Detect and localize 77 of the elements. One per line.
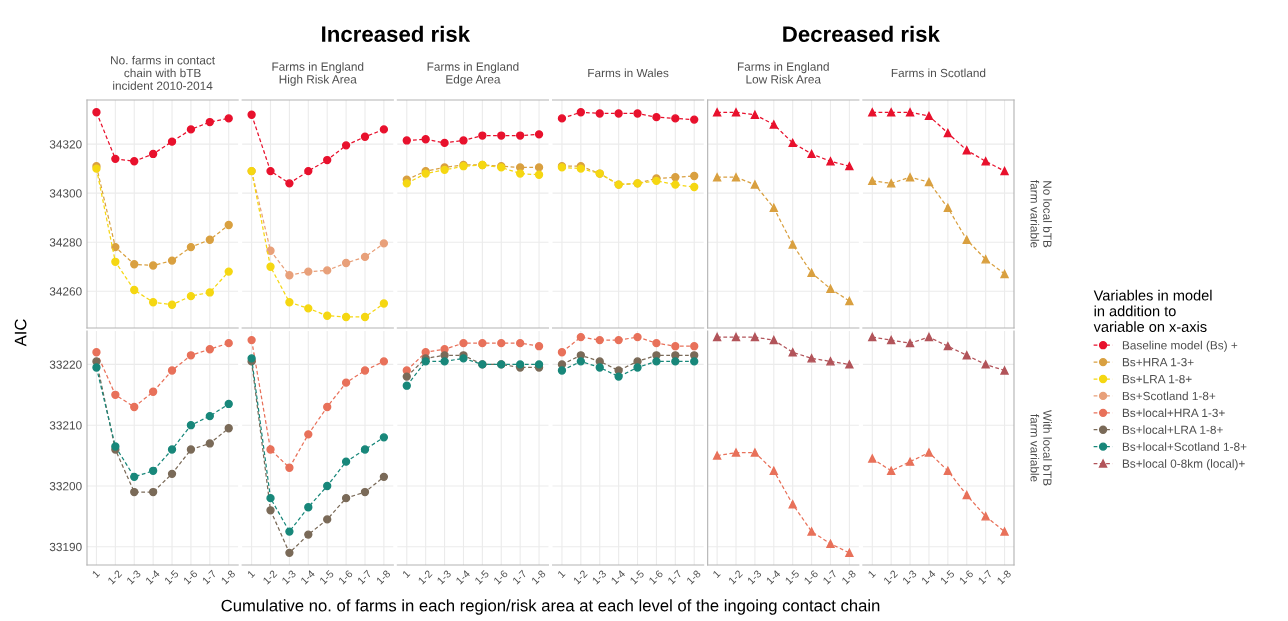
chart-title: Farms in Scotland: [891, 68, 986, 78]
legend-label: Bs+local+HRA 1-3+: [1122, 408, 1225, 418]
x-tick-label: 1-3: [902, 569, 918, 585]
x-tick-label: 1-5: [164, 569, 180, 585]
x-tick-label: 1-3: [436, 569, 452, 585]
x-tick-label: 1-4: [455, 569, 471, 585]
x-tick-label: 1-6: [493, 569, 509, 585]
x-tick-label: 1-6: [958, 569, 974, 585]
chart-title: Farms in Wales: [588, 68, 669, 78]
y2-axis-title: With local bTB farm variable: [1030, 410, 1052, 486]
x-tick-label: 1-8: [531, 569, 547, 585]
x-tick-label: 1-7: [357, 569, 372, 585]
x-tick-label: 1-7: [667, 569, 683, 585]
x-tick-label: 1-3: [591, 569, 607, 585]
x-tick-label: 1-6: [338, 569, 354, 585]
x-tick-label: 1-5: [629, 569, 645, 585]
x-tick-label: 1-2: [417, 569, 433, 585]
x-tick-label: 1-7: [822, 569, 838, 585]
chart-title: Farms in England High Risk Area: [272, 62, 364, 86]
x-tick-label: 1-2: [728, 569, 743, 585]
y-tick-label: 34260: [49, 287, 82, 296]
x-tick-label: 1-3: [281, 569, 297, 585]
text: Increased risk: [322, 25, 471, 42]
y-tick-label: 34320: [49, 140, 82, 149]
x-tick-label: 1-4: [765, 569, 781, 585]
x-tick-label: 1-5: [474, 569, 490, 585]
chart-title: No. farms in contact chain with bTB incident 2010-2014: [111, 55, 215, 90]
x-tick-label: 1-5: [319, 569, 335, 585]
x-tick-label: 1: [712, 569, 721, 579]
x-tick-label: 1-7: [201, 569, 217, 585]
x-tick-label: 1-8: [841, 569, 857, 585]
legend-label: Bs+Scotland 1-8+: [1122, 391, 1216, 401]
legend-label: Bs+HRA 1-3+: [1122, 358, 1194, 367]
y-tick-label: 33210: [49, 421, 82, 430]
x-tick-label: 1-2: [572, 569, 588, 585]
x-tick-label: 1-8: [375, 569, 391, 585]
legend-label: Bs+LRA 1-8+: [1122, 374, 1192, 384]
x-tick-label: 1-7: [512, 569, 528, 585]
x-tick-label: 1-4: [300, 569, 316, 585]
x-tick-label: 1: [402, 569, 411, 579]
x-tick-label: 1-6: [182, 569, 198, 585]
x-tick-label: 1-2: [883, 569, 899, 585]
x-tick-label: 1: [557, 569, 566, 579]
x-tick-label: 1-4: [145, 569, 161, 585]
x-tick-label: 1-2: [107, 569, 123, 585]
x-tick-label: 1-5: [939, 569, 955, 585]
x-tick-label: 1-6: [648, 569, 664, 585]
legend-label: Bs+local 0-8km (local)+: [1122, 459, 1245, 471]
x-tick-label: 1-4: [921, 569, 936, 585]
text: Decreased risk: [783, 25, 940, 42]
legend-label: Bs+local+LRA 1-8+: [1122, 425, 1223, 434]
x-tick-label: 1: [867, 569, 876, 579]
y-tick-label: 34300: [49, 189, 82, 198]
y-tick-label: 34280: [49, 238, 82, 247]
x-tick-label: 1-8: [996, 569, 1012, 585]
x-tick-label: 1-6: [803, 569, 819, 585]
x-tick-label: 1-7: [977, 569, 993, 585]
y-tick-label: 33200: [49, 482, 82, 491]
x-axis-title: Cumulative no. of farms in each region/risk area at each level of the ingoing contact chain: [221, 599, 880, 615]
x-tick-label: 1-3: [746, 569, 762, 585]
legend-title: Variables in model in addition to variable on x-axis: [1093, 289, 1212, 332]
x-tick-label: 1-4: [610, 569, 626, 585]
legend-label: Bs+local+Scotland 1-8+: [1122, 442, 1247, 451]
x-tick-label: 1-8: [220, 569, 236, 585]
x-tick-label: 1-8: [686, 569, 702, 585]
x-tick-label: 1-5: [784, 569, 800, 585]
chart-title: Farms in England Low Risk Area: [737, 62, 829, 84]
legend-label: Baseline model (Bs) +: [1122, 340, 1238, 352]
x-tick-label: 1: [246, 569, 256, 579]
y-tick-label: 33220: [49, 360, 82, 369]
y-tick-label: 33190: [49, 542, 82, 552]
x-tick-label: 1-3: [126, 569, 142, 585]
y-axis-title: AIC: [14, 319, 27, 347]
chart-title: Farms in England Edge Area: [427, 62, 519, 86]
x-tick-label: 1-2: [262, 569, 278, 585]
y2-axis-title: No local bTB farm variable: [1030, 180, 1052, 248]
x-tick-label: 1: [91, 569, 101, 579]
